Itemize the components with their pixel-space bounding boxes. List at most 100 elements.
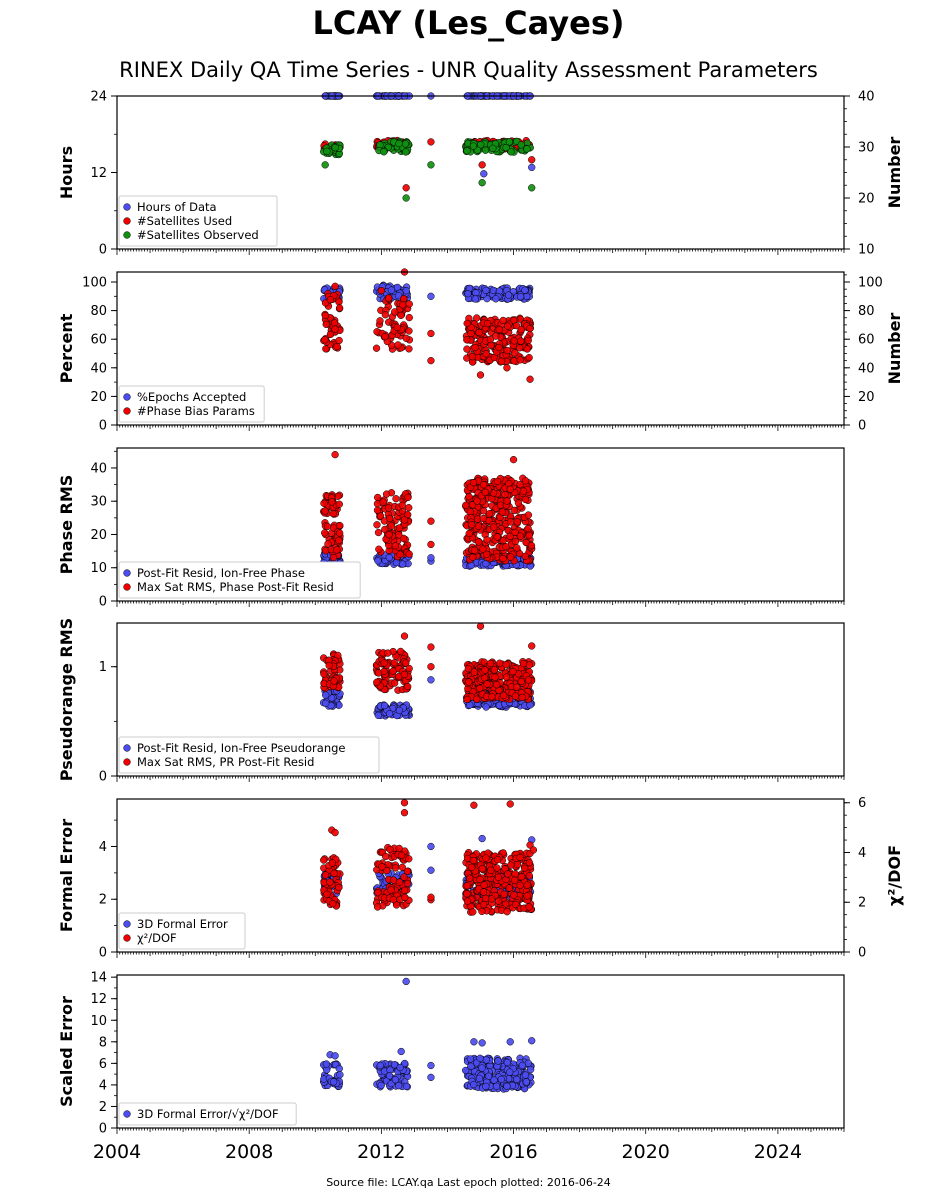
data-point bbox=[402, 659, 410, 667]
data-point bbox=[392, 495, 400, 503]
y-tick-label: 30 bbox=[90, 495, 107, 510]
data-point bbox=[323, 522, 332, 531]
data-point bbox=[485, 510, 494, 518]
panel-3: 0 10 20 30 40 Phase RMS Post-Fit Resid, Ion-Fr… bbox=[57, 447, 845, 610]
axes-frame bbox=[116, 447, 845, 602]
data-point bbox=[465, 529, 473, 538]
panel-2: 0 20 40 60 80 100 0 20 40 60 80 100 Percent Number %Ep… bbox=[57, 268, 904, 434]
data-point bbox=[470, 801, 478, 809]
data-point bbox=[511, 692, 520, 700]
data-point bbox=[379, 498, 387, 506]
data-point bbox=[482, 854, 490, 862]
data-point bbox=[427, 893, 435, 901]
data-point bbox=[395, 1082, 403, 1090]
data-point bbox=[523, 145, 531, 153]
data-point bbox=[322, 699, 330, 707]
data-point bbox=[463, 147, 471, 155]
y-right-tick-label: 6 bbox=[858, 796, 866, 811]
data-point bbox=[526, 375, 534, 383]
data-point bbox=[400, 632, 409, 640]
y-right-tick-label: 100 bbox=[858, 276, 883, 291]
data-point bbox=[375, 545, 383, 553]
data-point bbox=[525, 859, 534, 867]
data-point bbox=[395, 531, 403, 539]
data-point bbox=[335, 304, 344, 312]
data-point bbox=[521, 286, 529, 294]
data-point bbox=[518, 873, 526, 881]
chart-title: LCAY (Les_Cayes) bbox=[312, 4, 625, 42]
data-point bbox=[470, 668, 479, 676]
data-point bbox=[525, 872, 534, 880]
data-point bbox=[328, 498, 336, 506]
data-point bbox=[480, 881, 488, 889]
data-point bbox=[509, 667, 517, 676]
data-point bbox=[521, 477, 530, 485]
data-point bbox=[526, 324, 534, 333]
data-point bbox=[516, 853, 524, 862]
y-right-tick-label: 0 bbox=[858, 419, 866, 434]
data-point bbox=[405, 300, 413, 308]
data-point bbox=[405, 327, 413, 335]
data-point bbox=[481, 146, 490, 154]
data-point bbox=[427, 554, 435, 562]
data-point bbox=[373, 493, 382, 502]
data-point bbox=[402, 184, 410, 192]
data-point bbox=[463, 897, 472, 905]
data-point bbox=[427, 540, 435, 549]
data-point bbox=[395, 706, 404, 715]
axes-frame bbox=[116, 271, 845, 426]
data-point bbox=[514, 499, 523, 507]
data-point bbox=[506, 485, 514, 493]
data-point bbox=[405, 504, 413, 512]
data-point bbox=[520, 864, 529, 872]
data-point bbox=[463, 890, 471, 898]
y-tick-label: 1 bbox=[99, 660, 107, 675]
data-point bbox=[472, 289, 480, 297]
data-point bbox=[493, 681, 501, 689]
y-axis-label-right: Number bbox=[885, 137, 904, 209]
data-point bbox=[329, 899, 337, 908]
data-point bbox=[479, 545, 487, 553]
data-point bbox=[320, 856, 328, 864]
data-point bbox=[528, 163, 536, 172]
data-point bbox=[499, 316, 507, 325]
data-point bbox=[517, 337, 525, 345]
data-point bbox=[493, 533, 501, 541]
data-point bbox=[488, 693, 496, 701]
y-right-tick-label: 60 bbox=[858, 333, 875, 348]
data-point bbox=[321, 529, 329, 537]
y-axis-label-right: χ²/DOF bbox=[885, 845, 904, 906]
y-axis-label: Hours bbox=[57, 146, 76, 199]
axes-frame bbox=[116, 798, 845, 953]
legend-marker bbox=[123, 231, 131, 239]
data-point bbox=[519, 659, 528, 668]
data-point bbox=[488, 895, 496, 903]
data-point bbox=[500, 890, 508, 898]
data-point bbox=[522, 538, 530, 547]
y-right-tick-label: 80 bbox=[858, 304, 875, 319]
data-point bbox=[516, 532, 525, 540]
data-point bbox=[463, 336, 471, 344]
data-point bbox=[427, 138, 435, 146]
data-point bbox=[322, 691, 330, 699]
data-point bbox=[391, 1076, 400, 1084]
data-point bbox=[374, 711, 382, 720]
x-tick-label: 2016 bbox=[489, 1141, 537, 1163]
y-tick-label: 0 bbox=[99, 770, 107, 785]
data-point bbox=[385, 531, 393, 539]
data-point bbox=[325, 661, 333, 670]
data-points bbox=[320, 977, 536, 1093]
data-point bbox=[478, 907, 486, 916]
data-point bbox=[494, 873, 503, 881]
data-point bbox=[495, 659, 504, 667]
data-point bbox=[373, 678, 381, 686]
data-point bbox=[475, 538, 483, 546]
data-point bbox=[321, 311, 330, 320]
data-point bbox=[387, 886, 395, 894]
data-point bbox=[427, 292, 435, 300]
data-point bbox=[427, 663, 435, 671]
data-point bbox=[403, 867, 412, 875]
x-tick-label: 2008 bbox=[225, 1141, 273, 1163]
data-point bbox=[510, 506, 518, 514]
legend-label: 3D Formal Error bbox=[137, 917, 228, 931]
